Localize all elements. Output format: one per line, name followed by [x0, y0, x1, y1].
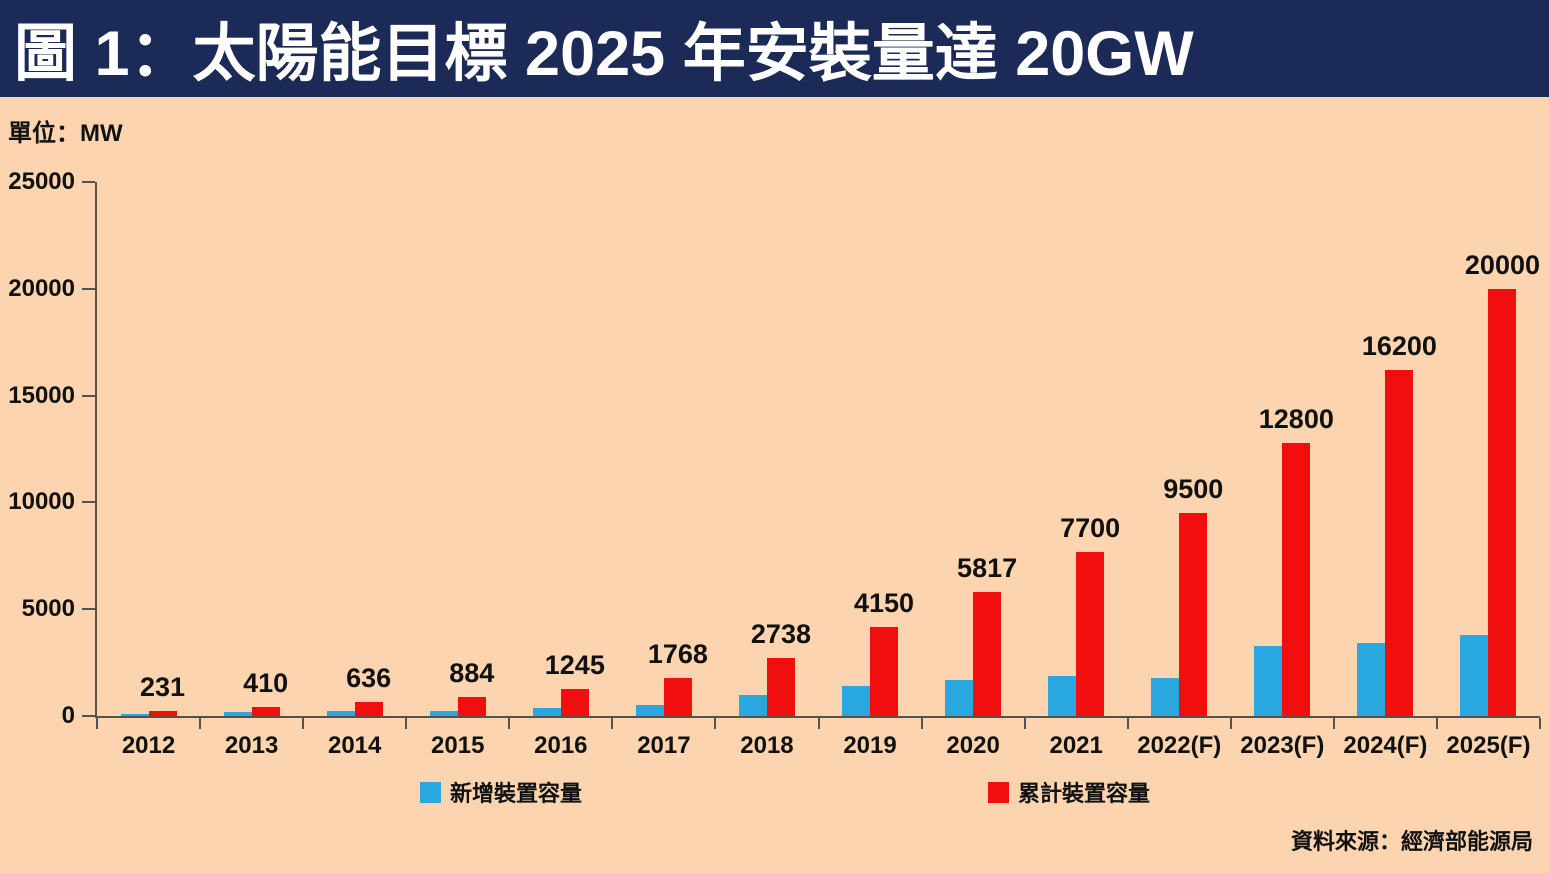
x-axis-tick	[611, 718, 614, 729]
title-bar: 圖 1：太陽能目標 2025 年安裝量達 20GW	[0, 0, 1549, 97]
y-axis-tick	[82, 608, 95, 611]
data-label-cumulative: 410	[243, 668, 289, 699]
data-label-cumulative: 231	[140, 672, 186, 703]
bar-cumulative	[251, 707, 280, 716]
y-axis-tick-label: 0	[61, 702, 75, 729]
legend-label-cumulative: 累計裝置容量	[1018, 781, 1151, 806]
plot-area: 0 5000 10000 15000 20000 25000 231 2012 410 2013 6…	[8, 168, 1541, 759]
data-label-cumulative: 636	[346, 663, 392, 694]
bar-new-capacity	[532, 708, 561, 716]
x-axis-category-label: 2025(F)	[1446, 732, 1531, 759]
x-axis-category-label: 2017	[637, 732, 691, 759]
y-axis-tick-label: 15000	[8, 381, 75, 409]
bar-new-capacity	[429, 710, 458, 716]
bar-cumulative	[870, 627, 899, 716]
source-note: 資料來源：經濟部能源局	[1290, 829, 1533, 854]
x-axis-category-label: 2014	[327, 732, 382, 759]
data-label-cumulative: 16200	[1361, 330, 1437, 361]
bar-cumulative	[663, 678, 692, 716]
bar-new-capacity	[1357, 643, 1386, 716]
unit-label: 單位：MW	[8, 120, 123, 147]
bar-cumulative	[354, 702, 383, 716]
bar-cumulative	[1282, 442, 1311, 716]
bar-cumulative	[560, 689, 589, 716]
x-axis-tick	[1332, 718, 1335, 729]
x-axis-tick	[96, 718, 98, 729]
x-axis-tick	[199, 718, 202, 729]
bar-cumulative	[973, 591, 1002, 716]
legend-item-cumulative: 累計裝置容量	[988, 776, 1150, 808]
y-axis-tick-label: 20000	[8, 274, 75, 302]
data-label-cumulative: 9500	[1163, 474, 1224, 505]
x-axis-category-label: 2020	[946, 732, 1000, 759]
bar-new-capacity	[1048, 675, 1077, 716]
y-axis-tick	[82, 181, 95, 183]
bar-cumulative	[148, 711, 177, 716]
bar-cumulative	[766, 657, 795, 716]
bar-new-capacity	[635, 704, 664, 716]
page-title: 圖 1：太陽能目標 2025 年安裝量達 20GW	[14, 19, 1194, 89]
legend-swatch-cumulative	[988, 781, 1009, 803]
x-axis-tick	[920, 718, 923, 729]
legend-label-new-capacity: 新增裝置容量	[450, 781, 583, 806]
x-axis-category-label: 2022(F)	[1137, 732, 1222, 759]
x-axis-tick	[1023, 718, 1026, 729]
bar-cumulative	[1179, 513, 1208, 716]
bar-new-capacity	[326, 711, 355, 716]
x-axis-tick	[714, 718, 717, 729]
data-label-cumulative: 7700	[1060, 512, 1121, 543]
bar-new-capacity	[738, 695, 767, 716]
data-label-cumulative: 2738	[750, 618, 811, 649]
bar-new-capacity	[842, 685, 871, 716]
x-axis-tick	[817, 718, 820, 729]
y-axis-tick-label: 25000	[8, 168, 75, 195]
data-label-cumulative: 12800	[1258, 403, 1334, 434]
x-axis-category-label: 2012	[121, 732, 176, 759]
x-axis-tick	[1126, 718, 1129, 729]
bar-new-capacity	[1460, 634, 1489, 716]
x-axis-tick	[508, 718, 511, 729]
x-axis-category-label: 2016	[534, 732, 588, 759]
data-label-cumulative: 5817	[957, 552, 1018, 583]
bar-cumulative	[1385, 369, 1414, 716]
chart-canvas: 單位：MW 0 5000 10000 15000 20000 25000 231 2012 41…	[0, 97, 1549, 873]
y-axis-tick	[82, 501, 95, 504]
data-label-cumulative: 20000	[1464, 249, 1540, 280]
data-label-cumulative: 4150	[853, 588, 915, 619]
data-label-cumulative: 1245	[544, 650, 605, 681]
y-axis-tick	[82, 394, 95, 397]
x-axis-category-label: 2015	[431, 732, 485, 759]
data-label-cumulative: 884	[449, 658, 495, 689]
y-axis-tick	[82, 715, 95, 717]
bar-new-capacity	[1254, 645, 1283, 716]
x-axis-category-label: 2019	[843, 732, 897, 759]
bar-cumulative	[457, 697, 486, 716]
bar-new-capacity	[945, 680, 974, 716]
legend-swatch-new-capacity	[420, 781, 441, 803]
data-label-cumulative: 1768	[647, 639, 708, 670]
x-axis-category-label: 2013	[224, 732, 279, 759]
x-axis-tick	[405, 718, 408, 729]
x-axis-category-label: 2021	[1049, 732, 1103, 759]
bar-new-capacity	[223, 712, 252, 716]
x-axis-tick	[302, 718, 305, 729]
y-axis-tick-label: 10000	[8, 488, 75, 516]
bar-new-capacity	[120, 713, 149, 716]
x-axis-category-label: 2023(F)	[1240, 732, 1325, 759]
y-axis-tick-label: 5000	[21, 595, 75, 623]
x-axis-tick	[1435, 718, 1438, 729]
x-axis-category-label: 2024(F)	[1343, 732, 1428, 759]
x-axis-category-label: 2018	[740, 732, 794, 759]
x-axis-tick	[1539, 718, 1541, 729]
y-axis-tick	[82, 287, 95, 290]
bar-cumulative	[1488, 288, 1517, 716]
legend-item-new-capacity: 新增裝置容量	[420, 776, 582, 808]
x-axis-tick	[1229, 718, 1232, 729]
bar-cumulative	[1076, 551, 1105, 716]
bar-new-capacity	[1151, 677, 1180, 716]
